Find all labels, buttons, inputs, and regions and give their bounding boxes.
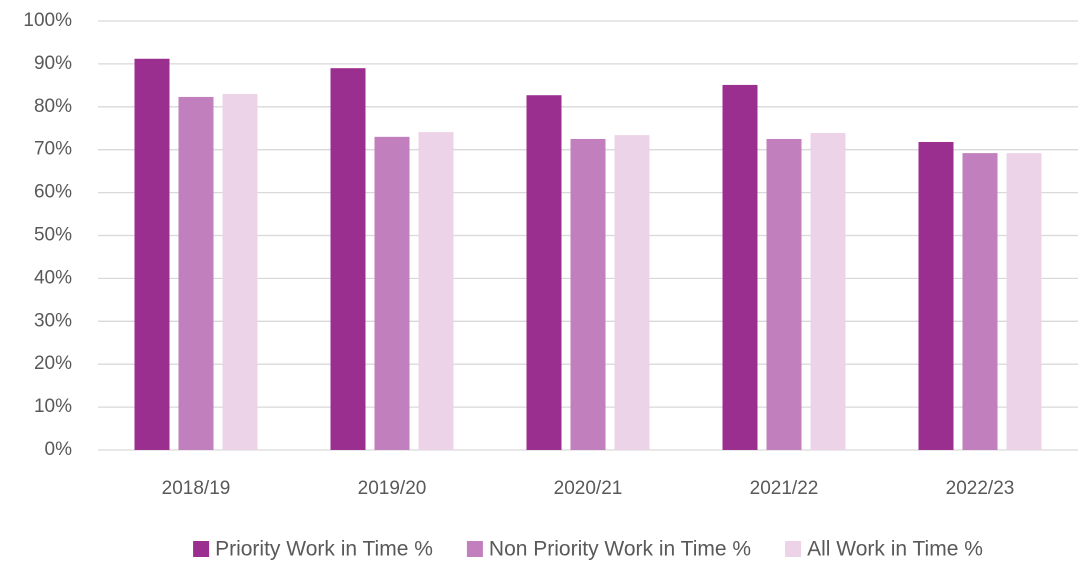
- y-tick-label: 10%: [34, 396, 72, 417]
- bar: [330, 68, 366, 450]
- y-tick-label: 30%: [34, 310, 72, 331]
- bar: [570, 138, 606, 450]
- y-tick-label: 80%: [34, 96, 72, 117]
- y-tick-label: 50%: [34, 225, 72, 246]
- bar: [222, 93, 258, 451]
- x-tick-label: 2022/23: [946, 478, 1015, 499]
- legend-swatch: [193, 541, 210, 557]
- legend-label: Non Priority Work in Time %: [489, 538, 751, 561]
- y-tick-label: 70%: [34, 139, 72, 160]
- bar: [918, 141, 954, 450]
- bar: [962, 153, 998, 450]
- bar: [766, 138, 802, 450]
- y-tick-label: 100%: [23, 10, 72, 31]
- bar: [810, 132, 846, 450]
- bar: [614, 135, 650, 450]
- bar: [178, 96, 214, 451]
- y-tick-label: 40%: [34, 267, 72, 288]
- bar: [1006, 153, 1042, 450]
- x-tick-label: 2019/20: [358, 478, 427, 499]
- bar: [418, 132, 454, 450]
- bar: [134, 58, 170, 450]
- x-tick-label: 2020/21: [554, 478, 623, 499]
- legend-swatch: [785, 541, 802, 557]
- y-tick-label: 60%: [34, 182, 72, 203]
- bar: [526, 95, 562, 450]
- y-tick-label: 90%: [34, 53, 72, 74]
- legend-label: All Work in Time %: [807, 538, 983, 561]
- bar: [722, 84, 758, 451]
- y-tick-label: 0%: [45, 439, 73, 460]
- bar: [374, 136, 410, 450]
- legend-swatch: [466, 541, 483, 557]
- legend-label: Priority Work in Time %: [215, 538, 433, 561]
- x-tick-label: 2018/19: [162, 478, 231, 499]
- x-tick-label: 2021/22: [750, 478, 819, 499]
- y-tick-label: 20%: [34, 353, 72, 374]
